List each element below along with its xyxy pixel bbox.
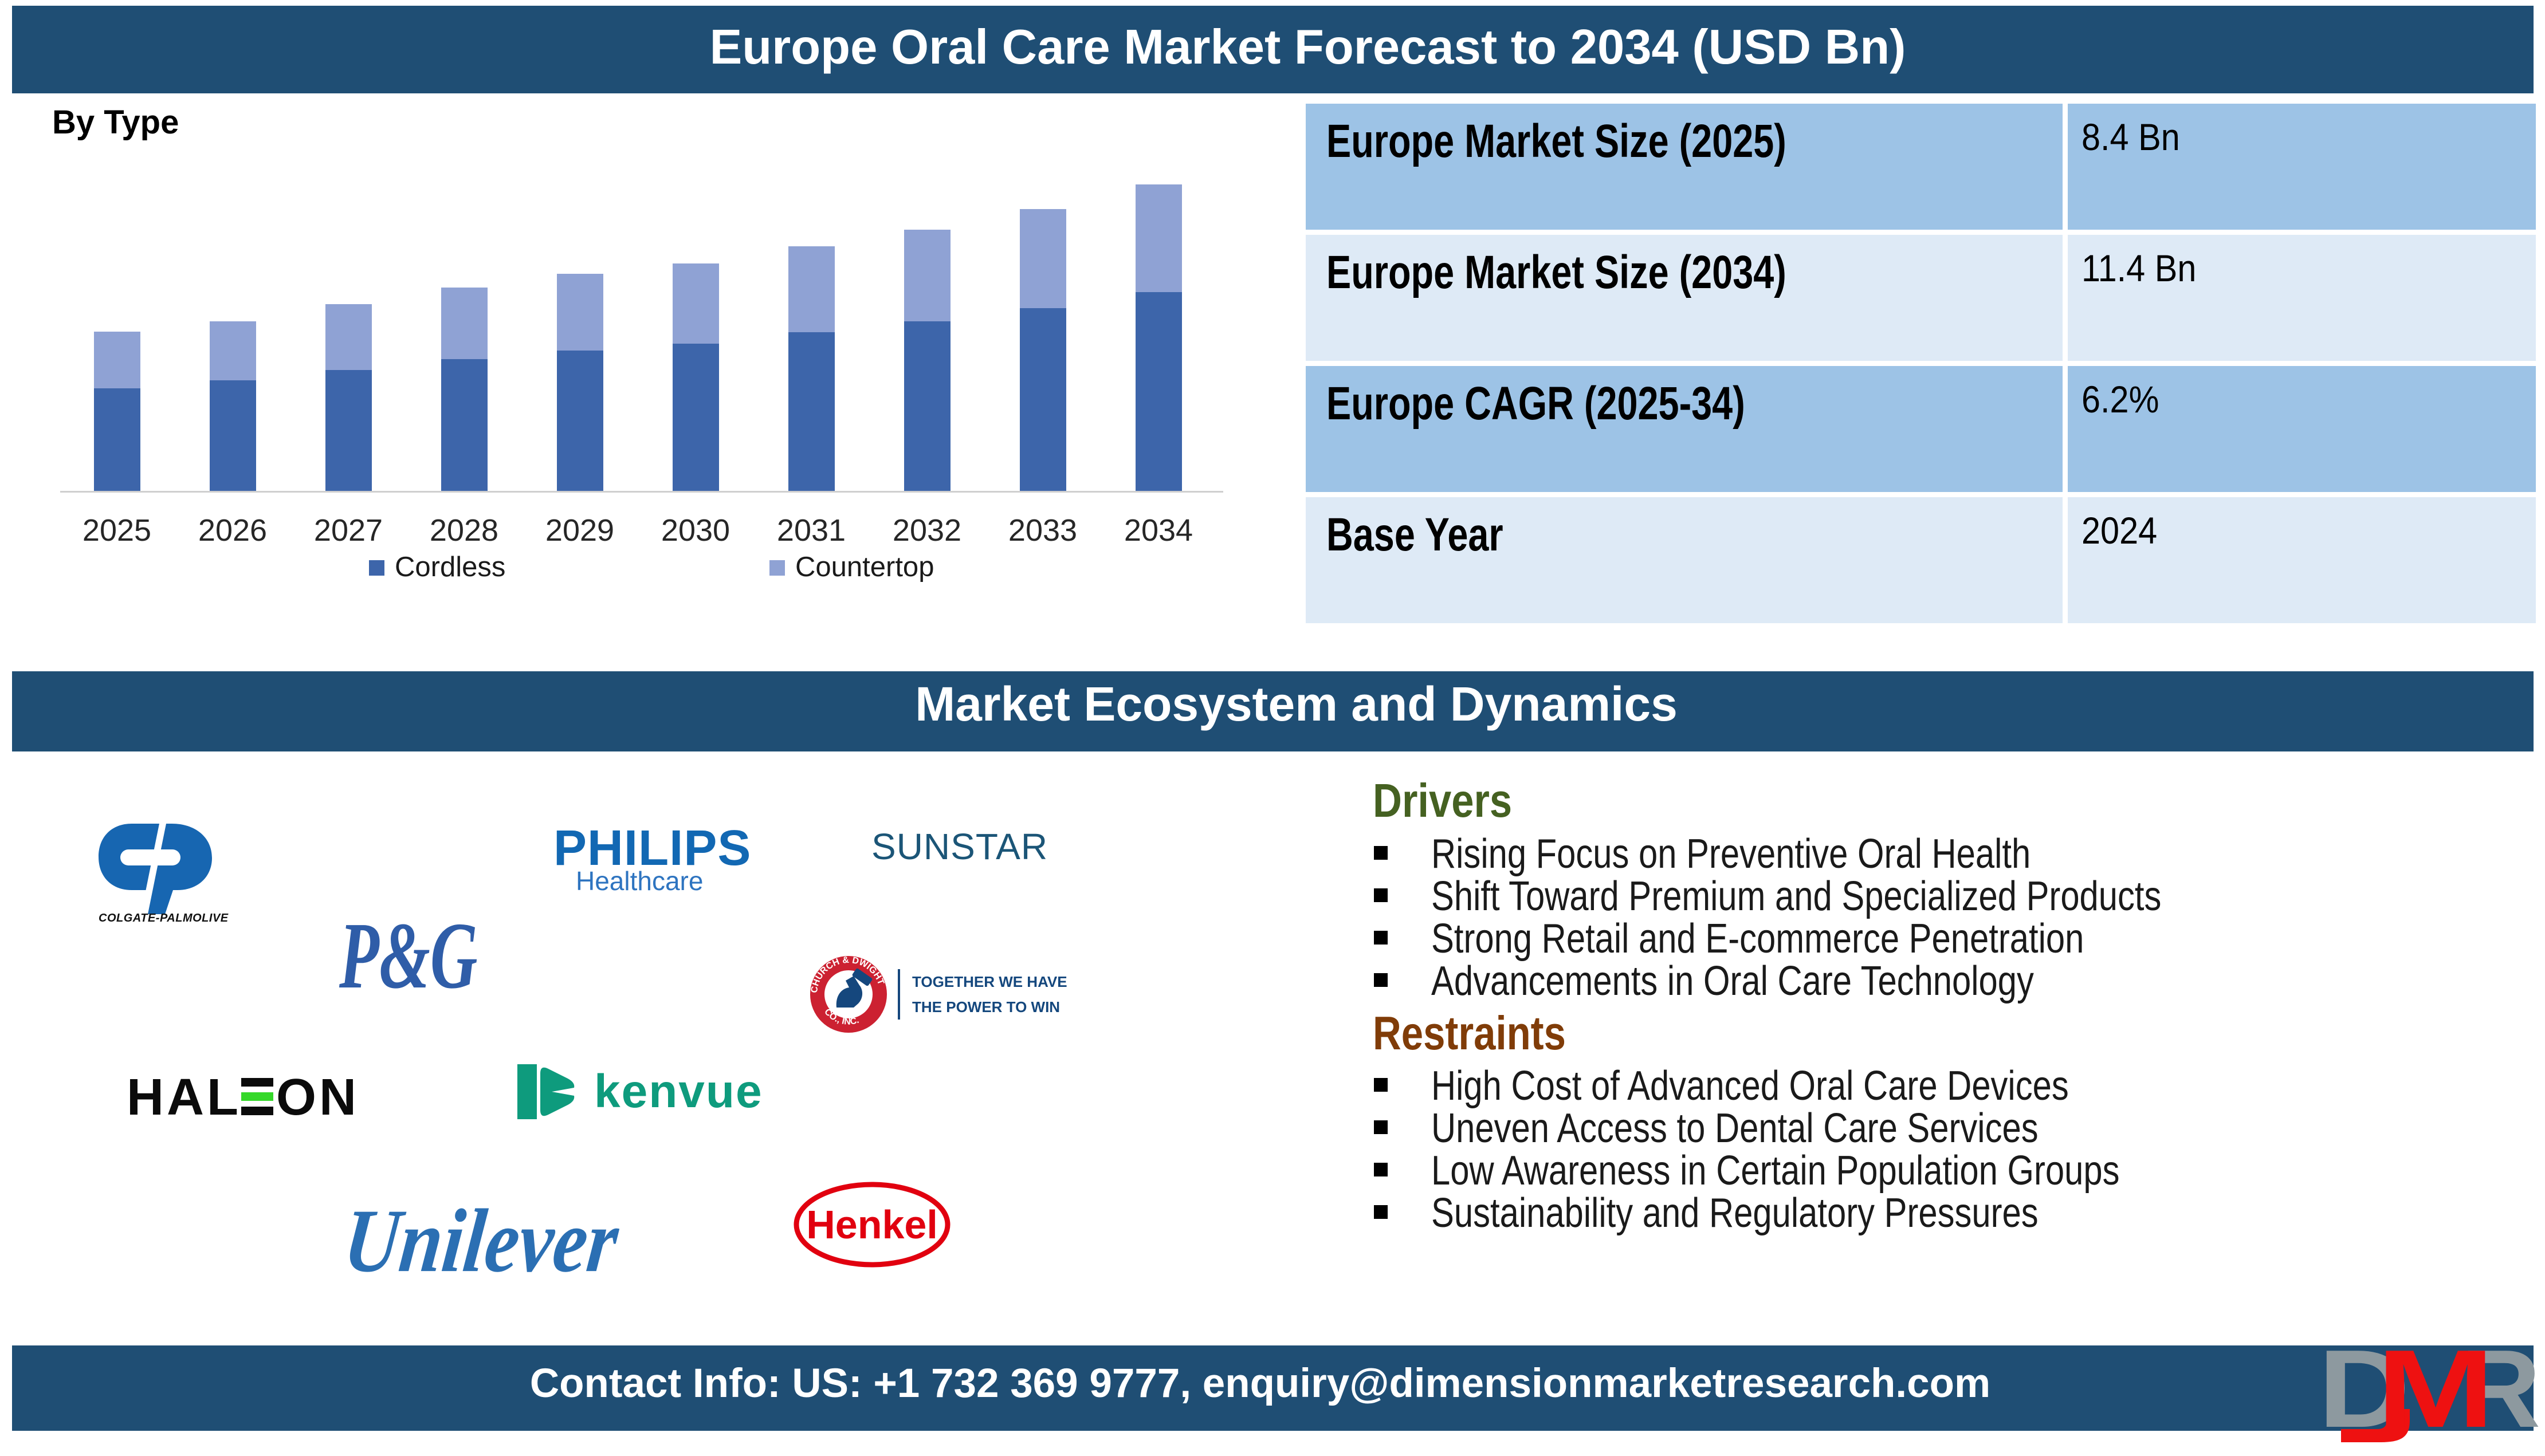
- svg-text:Henkel: Henkel: [806, 1202, 938, 1247]
- svg-text:THE POWER TO WIN: THE POWER TO WIN: [912, 998, 1060, 1016]
- svg-text:M: M: [2377, 1335, 2495, 1450]
- svg-text:COLGATE-PALMOLIVE: COLGATE-PALMOLIVE: [99, 912, 229, 924]
- svg-text:R: R: [2461, 1335, 2540, 1450]
- svg-text:TOGETHER WE HAVE: TOGETHER WE HAVE: [912, 973, 1067, 990]
